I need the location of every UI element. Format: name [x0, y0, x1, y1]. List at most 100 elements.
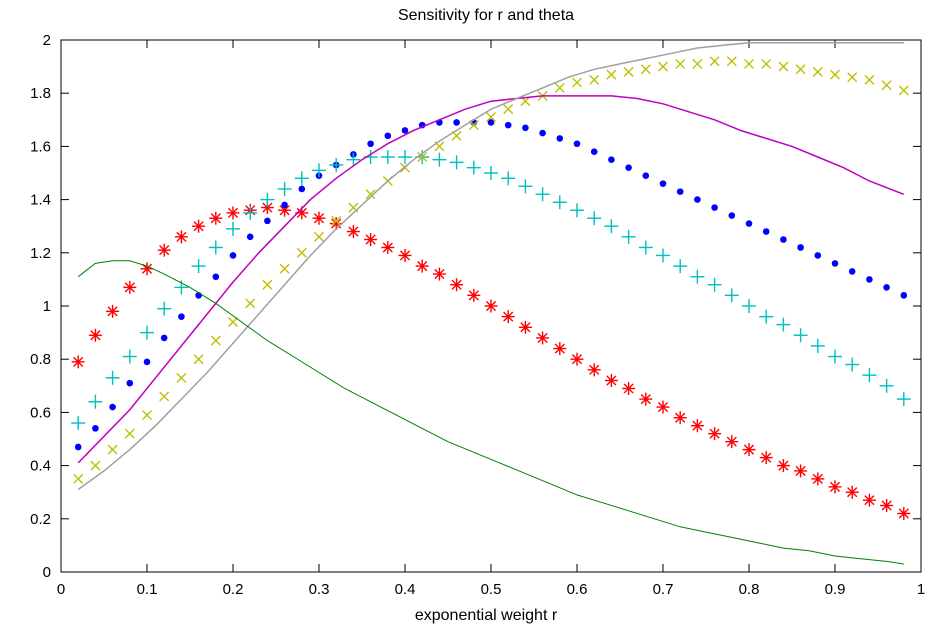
data-point	[106, 304, 120, 318]
data-point	[71, 355, 85, 369]
data-point	[178, 313, 185, 320]
data-point	[656, 248, 670, 263]
data-point	[673, 411, 687, 425]
data-point	[243, 205, 258, 220]
data-point	[312, 211, 326, 225]
data-point	[107, 444, 118, 455]
axis-ticks: 0 0.1 0.2 0.3 0.4 0.5 0.6 0.7 0.8 0.9 1 0 0.2 0.4 0.6 0…	[30, 32, 925, 598]
data-point	[656, 400, 670, 414]
y-tick-label: 1.4	[30, 192, 51, 209]
data-point	[191, 259, 206, 274]
data-point	[346, 225, 360, 239]
data-point	[417, 152, 428, 163]
data-point	[690, 419, 704, 433]
data-point	[192, 219, 206, 233]
data-point	[381, 240, 395, 254]
y-tick-label: 1.6	[30, 138, 51, 155]
data-point	[487, 119, 495, 126]
data-point	[573, 140, 581, 148]
data-point	[622, 381, 636, 395]
data-point	[812, 66, 823, 77]
data-point	[367, 140, 374, 148]
data-point	[623, 66, 634, 77]
data-point	[501, 171, 516, 186]
data-point	[898, 85, 909, 96]
data-point	[640, 64, 651, 75]
data-point	[604, 373, 618, 387]
data-point	[673, 259, 688, 274]
chart-title: Sensitivity for r and theta	[398, 7, 574, 24]
data-point	[639, 392, 653, 406]
data-point	[744, 58, 754, 69]
data-point	[157, 301, 172, 316]
data-point	[260, 192, 275, 207]
data-point	[866, 276, 873, 283]
data-point	[142, 410, 152, 421]
data-point	[864, 74, 875, 85]
data-point	[814, 252, 822, 259]
data-point	[503, 104, 514, 115]
data-point	[883, 284, 890, 291]
data-point	[450, 278, 464, 292]
data-point	[845, 485, 859, 499]
data-point	[228, 316, 238, 327]
data-point	[707, 277, 722, 292]
series-line-thin	[77, 260, 904, 565]
data-point	[74, 443, 82, 451]
data-point	[711, 204, 718, 211]
series-cross	[73, 56, 909, 484]
data-point	[208, 240, 223, 255]
data-point	[692, 58, 703, 69]
data-point	[229, 252, 237, 259]
data-point	[90, 460, 101, 471]
data-point	[124, 428, 135, 439]
data-point	[105, 370, 120, 385]
data-point	[88, 328, 102, 342]
data-point	[694, 196, 701, 203]
data-point	[776, 459, 790, 473]
x-tick-label: 0.5	[481, 581, 502, 598]
data-point	[658, 61, 668, 72]
data-point	[830, 69, 840, 80]
data-point	[897, 506, 911, 520]
data-point	[346, 152, 361, 167]
data-point	[797, 244, 804, 251]
x-tick-label: 0.6	[567, 581, 588, 598]
data-point	[122, 349, 137, 364]
data-point	[314, 231, 324, 242]
y-tick-label: 2	[43, 32, 51, 49]
series-line	[77, 260, 904, 565]
series-dot	[74, 119, 908, 451]
data-point	[780, 236, 787, 243]
data-point	[140, 262, 154, 276]
data-point	[160, 334, 168, 342]
series-line	[77, 41, 904, 491]
data-point	[504, 121, 512, 129]
y-tick-label: 0.6	[30, 404, 51, 421]
data-point	[535, 187, 550, 202]
data-point	[848, 268, 856, 275]
y-tick-label: 1	[43, 298, 51, 315]
data-point	[294, 171, 309, 186]
data-point	[553, 342, 567, 356]
data-point	[845, 357, 860, 372]
data-point	[552, 195, 567, 210]
data-point	[828, 349, 842, 364]
data-point	[759, 309, 774, 324]
data-point	[900, 292, 908, 299]
y-tick-label: 1.8	[30, 85, 51, 102]
x-tick-label: 0.9	[825, 581, 846, 598]
data-point	[210, 335, 221, 346]
data-point	[126, 379, 134, 387]
data-point	[92, 425, 99, 432]
x-tick-label: 0.4	[395, 581, 416, 598]
x-tick-label: 0	[57, 581, 65, 598]
data-point	[638, 240, 653, 255]
data-point	[212, 273, 220, 281]
data-point	[140, 325, 154, 340]
data-point	[518, 320, 532, 334]
data-point	[501, 310, 515, 324]
data-point	[384, 132, 392, 140]
x-tick-label: 0.2	[223, 581, 244, 598]
